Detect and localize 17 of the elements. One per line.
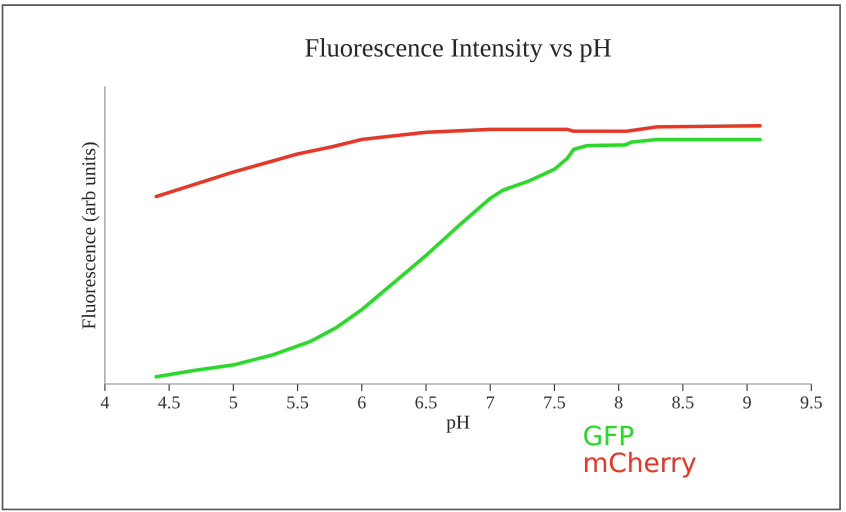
y-axis-title: Fluorescence (arb units) bbox=[82, 142, 100, 329]
x-tick-label: 7 bbox=[486, 396, 494, 408]
x-tick-label: 5 bbox=[230, 396, 238, 409]
text: GFP bbox=[584, 426, 634, 446]
x-tick-label: 6.5 bbox=[415, 396, 437, 409]
x-tick-label: 8.5 bbox=[672, 396, 694, 409]
x-tick-label: 9.5 bbox=[800, 396, 822, 409]
x-tick-label: 4 bbox=[100, 396, 110, 408]
x-tick-label: 5.5 bbox=[287, 396, 308, 409]
text: mCherry bbox=[585, 452, 696, 478]
x-axis-title: pH bbox=[446, 416, 470, 433]
x-tick-label: 6 bbox=[358, 396, 366, 409]
x-tick-label: 7.5 bbox=[544, 396, 566, 409]
x-tick-label: 9 bbox=[743, 396, 751, 409]
x-tick-label: 8 bbox=[614, 396, 622, 409]
x-tick-label: 4.5 bbox=[158, 396, 180, 409]
chart-title: Fluorescence Intensity vs pH bbox=[305, 38, 611, 62]
